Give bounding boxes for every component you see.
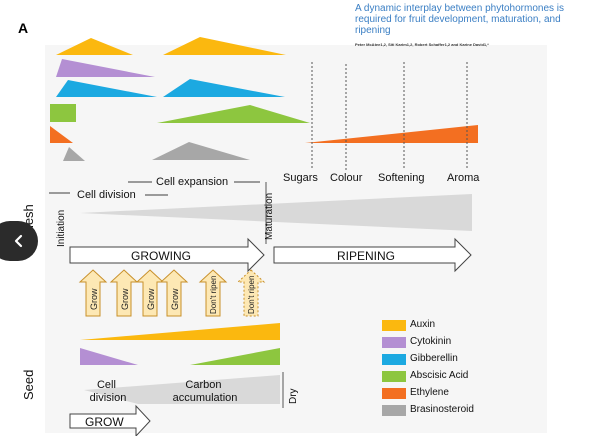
legend-item-gibberellin: Gibberellin	[382, 352, 502, 369]
signal-label: Grow	[89, 288, 99, 310]
ethylene-wedge-1	[50, 126, 73, 143]
legend-swatch	[382, 354, 406, 365]
seed-abscisic-acid-wedge	[190, 348, 280, 365]
stage-bars	[49, 181, 260, 196]
seed-label: Seed	[21, 370, 36, 400]
ripening-arrow	[273, 237, 472, 273]
seed-cell-division-line: division	[90, 392, 127, 404]
signal-label: Grow	[170, 288, 180, 310]
seed-carbon-wedge	[84, 375, 280, 404]
legend-swatch	[382, 405, 406, 416]
legend-label: Gibberellin	[410, 353, 458, 364]
legend-label: Auxin	[410, 319, 436, 330]
signal-arrow-dont-ripen-1: Don't ripen	[198, 269, 228, 317]
initiation-label: Initiation	[56, 210, 67, 247]
legend-swatch	[382, 337, 406, 348]
maturation-label: Maturation	[264, 193, 275, 240]
signal-arrow-grow-2: Grow	[109, 269, 139, 317]
legend-item-ethylene: Ethylene	[382, 386, 502, 403]
seed-cell-division-line: Cell	[97, 379, 116, 391]
legend-label: Abscisic Acid	[410, 370, 469, 381]
legend-label: Brasinosteroid	[410, 404, 474, 415]
abscisic-acid-wedge-1	[50, 104, 76, 122]
signal-arrow-grow-1: Grow	[78, 269, 108, 317]
seed-cell-division-label: Cell division	[90, 379, 127, 404]
signal-arrow-grow-4: Grow	[159, 269, 189, 317]
ethylene-wedge-2	[305, 125, 478, 143]
grow-arrow-label: GROW	[85, 415, 124, 429]
legend-item-cytokinin: Cytokinin	[382, 335, 502, 352]
legend: Auxin Cytokinin Gibberellin Abscisic Aci…	[382, 318, 502, 420]
brassinosteroid-wedge-1	[63, 147, 85, 161]
legend-swatch	[382, 388, 406, 399]
legend-item-abscisic-acid: Abscisic Acid	[382, 369, 502, 386]
growing-arrow	[69, 237, 265, 273]
seed-carbon-label: Carbon accumulation	[173, 379, 238, 404]
signal-label: Don't ripen	[247, 276, 256, 314]
signal-label: Grow	[146, 288, 156, 310]
event-aroma: Aroma	[447, 172, 480, 184]
brassinosteroid-wedge-2	[152, 142, 250, 160]
chevron-left-icon	[14, 234, 23, 248]
signal-arrow-grow-3: Grow	[135, 269, 165, 317]
cell-expansion-label: Cell expansion	[156, 176, 228, 188]
event-sugars: Sugars	[283, 172, 318, 184]
legend-label: Ethylene	[410, 387, 449, 398]
signal-label: Grow	[120, 288, 130, 310]
auxin-wedge-2	[163, 37, 286, 55]
panel-label: A	[18, 20, 29, 36]
cell-division-label: Cell division	[77, 189, 136, 201]
seed-carbon-line: accumulation	[173, 392, 238, 404]
paper-authors: Peter McAtee1,2, Siti Karim1,2, Robert S…	[355, 42, 489, 47]
seed-auxin-wedge	[80, 323, 280, 340]
gibberellin-wedge-2	[163, 79, 285, 97]
signal-label: Don't ripen	[209, 276, 218, 314]
growth-wedge	[80, 194, 472, 231]
seed-cytokinin-wedge	[80, 348, 138, 365]
gibberellin-wedge-1	[56, 80, 157, 97]
grow-arrow	[69, 404, 151, 436]
figure-background	[45, 45, 547, 433]
ripening-arrow-label: RIPENING	[337, 249, 395, 263]
legend-label: Cytokinin	[410, 336, 452, 347]
cytokinin-wedge	[56, 59, 155, 77]
auxin-wedge-1	[56, 38, 133, 55]
legend-item-brassinosteroid: Brasinosteroid	[382, 403, 502, 420]
legend-swatch	[382, 320, 406, 331]
growing-arrow-label: GROWING	[131, 249, 191, 263]
event-lines	[311, 62, 468, 170]
signal-arrows: Grow Grow Grow Grow Don't ripen Don't ri…	[78, 269, 266, 317]
legend-item-auxin: Auxin	[382, 318, 502, 335]
abscisic-acid-wedge-2	[157, 105, 310, 123]
paper-title-link[interactable]: A dynamic interplay between phytohormone…	[355, 3, 565, 36]
event-colour: Colour	[330, 172, 363, 184]
event-softening: Softening	[378, 172, 424, 184]
legend-swatch	[382, 371, 406, 382]
signal-arrow-dont-ripen-2: Don't ripen	[236, 269, 266, 317]
previous-button[interactable]	[0, 221, 38, 261]
seed-carbon-line: Carbon	[185, 379, 221, 391]
dry-label: Dry	[288, 388, 299, 404]
